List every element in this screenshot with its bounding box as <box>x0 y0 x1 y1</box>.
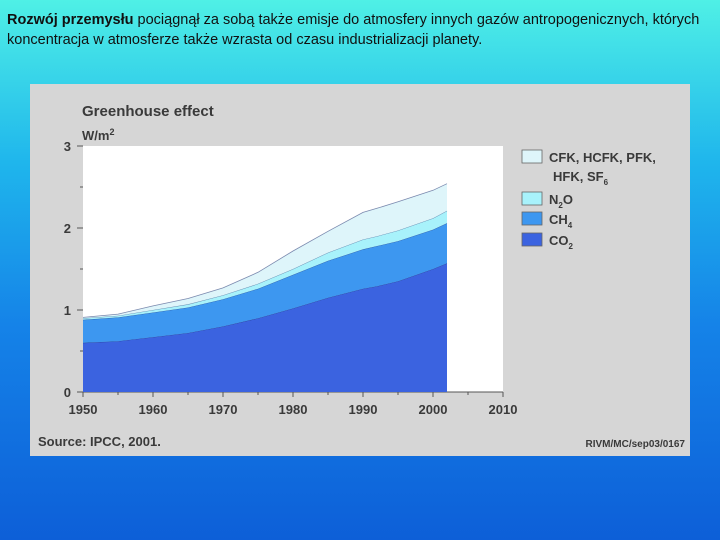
y-tick-labels: 0 1 2 3 <box>64 139 71 400</box>
slide-body-text: Rozwój przemysłu pociągnął za sobą także… <box>7 10 707 50</box>
chart-title: Greenhouse effect <box>82 103 214 120</box>
legend-label: CH4 <box>549 212 573 230</box>
y-tick-label: 3 <box>64 139 71 154</box>
area-co2 <box>83 263 447 392</box>
slide-text-rest: pociągnął za sobą także emisje do atmosf… <box>7 12 700 48</box>
x-tick-label: 2000 <box>419 402 448 417</box>
area-cfk-hcfk-pfk-hfk-sf6 <box>83 183 447 319</box>
legend-label-line2: HFK, SF6 <box>553 169 609 187</box>
legend: CFK, HCFK, PFK, HFK, SF6 N2O CH4 CO2 <box>521 149 656 251</box>
y-tick-label: 1 <box>64 303 71 318</box>
legend-label: N2O <box>549 192 573 210</box>
area-edge-line <box>82 183 448 318</box>
figure-code: RIVM/MC/sep03/0167 <box>586 439 686 450</box>
legend-swatch <box>521 149 543 164</box>
legend-label: CFK, HCFK, PFK, <box>549 150 656 165</box>
y-axis-label: W/m2 <box>82 127 114 143</box>
x-tick-label: 1980 <box>279 402 308 417</box>
x-tick-label: 1970 <box>209 402 238 417</box>
legend-label: CO2 <box>549 233 574 251</box>
x-tick-label: 1960 <box>139 402 168 417</box>
area-ch4 <box>83 223 447 343</box>
y-tick-label: 2 <box>64 221 71 236</box>
x-tick-label: 1950 <box>69 402 98 417</box>
x-tick-label: 2010 <box>489 402 518 417</box>
x-tick-labels: 1950 1960 1970 1980 1990 2000 2010 <box>69 402 518 417</box>
greenhouse-chart: Greenhouse effect W/m2 1950 1960 1970 1980 1… <box>38 103 686 450</box>
legend-swatch <box>521 232 543 247</box>
source-note: Source: IPCC, 2001. <box>38 434 161 449</box>
stacked-areas <box>82 183 448 392</box>
chart-figure: Greenhouse effect W/m2 1950 1960 1970 1980 1… <box>30 84 690 456</box>
legend-swatch <box>521 211 543 226</box>
legend-swatch <box>521 191 543 206</box>
x-tick-label: 1990 <box>349 402 378 417</box>
slide-text-bold: Rozwój przemysłu <box>7 12 134 28</box>
y-tick-label: 0 <box>64 385 71 400</box>
